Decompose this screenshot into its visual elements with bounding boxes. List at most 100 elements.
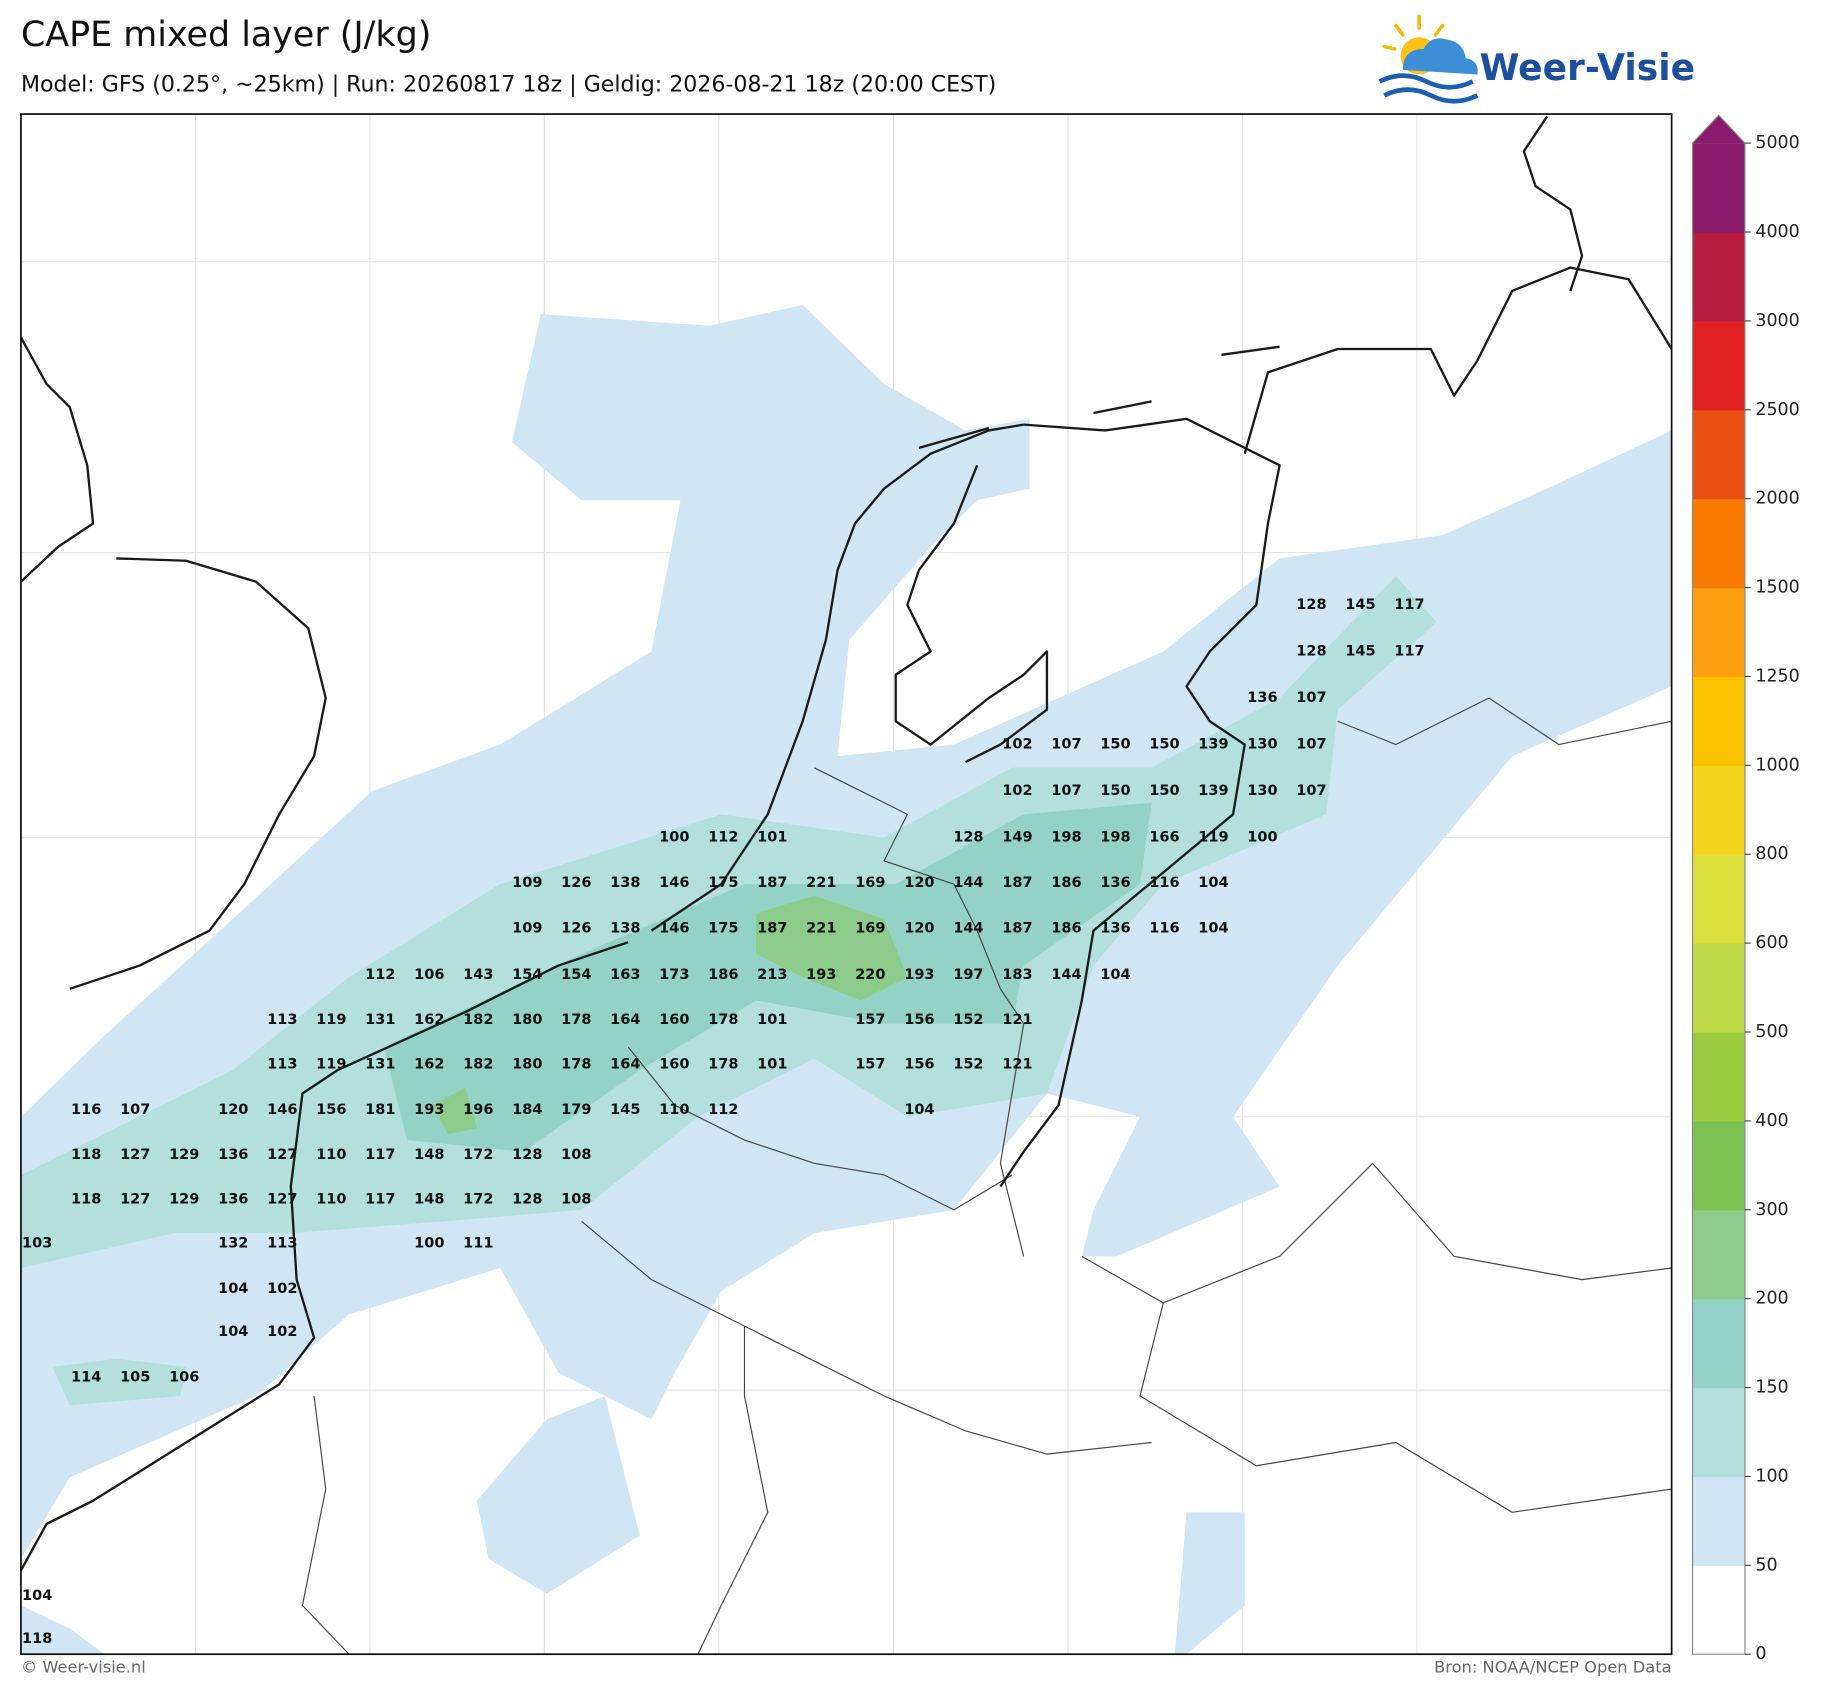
colorbar-tick-label: 1250	[1755, 666, 1799, 686]
value-label: 129	[169, 1191, 199, 1207]
value-label: 138	[610, 875, 640, 891]
value-label: 144	[1051, 967, 1081, 983]
map: 128 145 117 128 145 117 136 107 102 107 150 150 139 1…	[19, 113, 1673, 1656]
value-label: 131	[365, 1056, 395, 1072]
value-label: 119	[316, 1056, 346, 1072]
value-label: 107	[120, 1102, 150, 1118]
value-label: 181	[365, 1102, 395, 1118]
colorbar-band	[1692, 943, 1745, 1033]
value-label: 118	[71, 1147, 101, 1163]
value-label: 129	[169, 1147, 199, 1163]
value-label: 193	[904, 967, 934, 983]
value-label: 180	[512, 1012, 542, 1028]
colorbar-tick-label: 300	[1755, 1200, 1788, 1220]
value-label: 178	[561, 1012, 591, 1028]
value-label: 106	[414, 967, 444, 983]
value-label: 136	[1100, 875, 1130, 891]
value-label: 107	[1296, 690, 1326, 706]
colorbar-band	[1692, 765, 1745, 855]
value-label: 100	[414, 1236, 444, 1252]
value-label: 150	[1100, 737, 1130, 753]
colorbar-band	[1692, 1565, 1745, 1655]
value-label: 160	[659, 1056, 689, 1072]
colorbar-tick-label: 100	[1755, 1466, 1788, 1486]
value-label: 145	[610, 1102, 640, 1118]
value-label: 119	[1198, 830, 1228, 846]
value-label: 114	[71, 1369, 101, 1385]
value-label: 130	[1247, 783, 1277, 799]
value-label: 101	[757, 830, 787, 846]
value-label: 128	[1296, 643, 1326, 659]
value-label: 127	[267, 1191, 297, 1207]
value-label: 127	[267, 1147, 297, 1163]
colorbar-tick-label: 0	[1755, 1644, 1766, 1664]
value-label: 118	[22, 1631, 52, 1647]
value-label: 179	[561, 1102, 591, 1118]
value-label: 107	[1296, 737, 1326, 753]
value-label: 136	[218, 1191, 248, 1207]
value-label: 145	[1345, 643, 1375, 659]
value-label: 136	[218, 1147, 248, 1163]
colorbar-tick-label: 5000	[1755, 133, 1799, 153]
subtitle: Model: GFS (0.25°, ~25km) | Run: 2026081…	[21, 71, 996, 97]
value-label: 112	[365, 967, 395, 983]
coastlines	[19, 115, 1673, 1572]
value-label: 132	[218, 1236, 248, 1252]
value-label: 104	[1100, 967, 1130, 983]
value-label: 117	[365, 1191, 395, 1207]
colorbar-tick-label: 1500	[1755, 578, 1799, 598]
colorbar-tick-label: 150	[1755, 1378, 1788, 1398]
value-label: 160	[659, 1012, 689, 1028]
value-label: 197	[953, 967, 983, 983]
colorbar-band	[1692, 1387, 1745, 1478]
value-label: 117	[1394, 643, 1424, 659]
value-labels: 128 145 117 128 145 117 136 107 102 107 150 150 139 1…	[22, 597, 1425, 1647]
cape-shading	[20, 304, 1672, 1655]
value-label: 198	[1100, 830, 1130, 846]
value-label: 180	[512, 1056, 542, 1072]
value-label: 143	[463, 967, 493, 983]
colorbar: 0 50 100 150 200 300 400 500 600 800 1000 1250 1500 2…	[1691, 114, 1800, 1664]
value-label: 113	[267, 1236, 297, 1252]
colorbar-tick-label: 2500	[1755, 400, 1799, 420]
value-label: 146	[267, 1102, 297, 1118]
value-label: 163	[610, 967, 640, 983]
borders	[301, 697, 1672, 1655]
value-label: 108	[561, 1191, 591, 1207]
value-label: 166	[1149, 830, 1179, 846]
value-label: 121	[1002, 1056, 1032, 1072]
colorbar-band	[1692, 1298, 1745, 1389]
value-label: 128	[953, 830, 983, 846]
value-label: 128	[512, 1147, 542, 1163]
colorbar-tick-label: 3000	[1755, 311, 1799, 331]
value-label: 104	[218, 1324, 248, 1340]
value-label: 144	[953, 920, 983, 936]
value-label: 104	[1198, 920, 1228, 936]
value-label: 187	[757, 875, 787, 891]
colorbar-band	[1692, 1120, 1745, 1211]
value-label: 184	[512, 1102, 542, 1118]
value-label: 126	[561, 875, 591, 891]
value-label: 101	[757, 1056, 787, 1072]
colorbar-band	[1692, 676, 1745, 766]
value-label: 109	[512, 875, 542, 891]
value-label: 128	[1296, 597, 1326, 613]
value-label: 186	[708, 967, 738, 983]
value-label: 102	[267, 1281, 297, 1297]
value-label: 178	[561, 1056, 591, 1072]
colorbar-tick-label: 500	[1755, 1022, 1788, 1042]
logo-text: Weer-Visie	[1480, 47, 1695, 89]
value-label: 108	[561, 1147, 591, 1163]
value-label: 100	[1247, 830, 1277, 846]
value-label: 186	[1051, 875, 1081, 891]
value-label: 144	[953, 875, 983, 891]
value-label: 150	[1149, 783, 1179, 799]
value-label: 117	[365, 1147, 395, 1163]
value-label: 187	[757, 920, 787, 936]
value-label: 102	[267, 1324, 297, 1340]
value-label: 183	[1002, 967, 1032, 983]
value-label: 164	[610, 1056, 640, 1072]
source: Bron: NOAA/NCEP Open Data	[1434, 1658, 1672, 1677]
value-label: 119	[316, 1012, 346, 1028]
